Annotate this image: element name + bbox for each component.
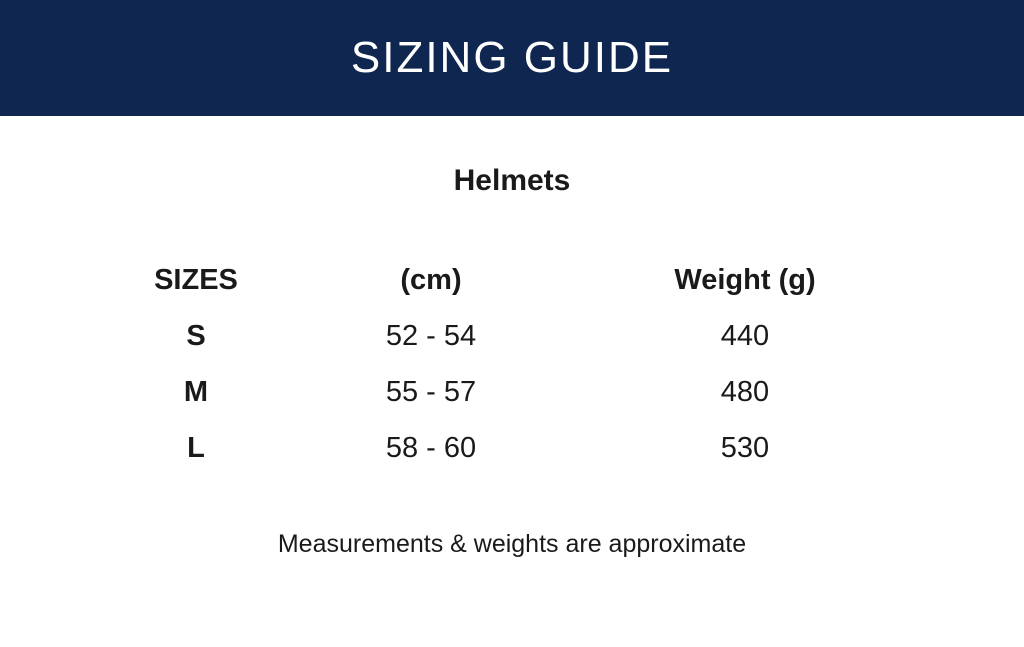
header-banner: SIZING GUIDE [0, 0, 1024, 116]
header-cm: (cm) [400, 264, 462, 296]
size-range: 55 - 57 [385, 376, 477, 408]
size-range: 52 - 54 [385, 320, 477, 352]
page-title: SIZING GUIDE [350, 33, 674, 82]
size-label: S [186, 320, 206, 352]
section-title: Helmets [453, 164, 571, 197]
size-weight: 440 [720, 320, 770, 352]
size-label: L [187, 432, 205, 464]
disclaimer-note: Measurements & weights are approximate [277, 530, 747, 558]
size-weight: 480 [720, 376, 770, 408]
size-range: 58 - 60 [385, 432, 477, 464]
size-weight: 530 [720, 432, 770, 464]
size-label: M [183, 376, 209, 408]
header-sizes: SIZES [154, 264, 238, 296]
header-weight: Weight (g) [674, 264, 816, 296]
